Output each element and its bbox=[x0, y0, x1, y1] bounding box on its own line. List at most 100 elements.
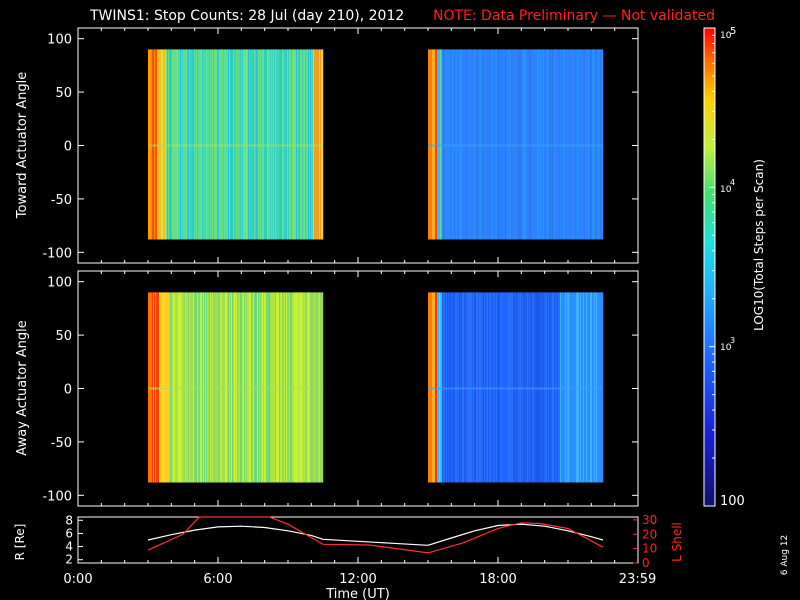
heatmap-cell bbox=[428, 292, 430, 483]
heatmap-cell bbox=[505, 292, 507, 483]
heatmap-cell bbox=[212, 49, 214, 240]
heatmap-cell bbox=[248, 49, 250, 240]
heatmap-cell bbox=[481, 292, 483, 483]
heatmap-cell bbox=[210, 292, 212, 483]
heatmap-cell bbox=[285, 292, 287, 483]
heatmap-cell bbox=[316, 49, 318, 240]
heatmap-cell bbox=[519, 49, 521, 240]
heatmap-cell bbox=[183, 49, 185, 240]
y-tick-label: -50 bbox=[51, 436, 72, 451]
heatmap-cell bbox=[260, 292, 262, 483]
heatmap-cell bbox=[532, 292, 534, 483]
heatmap-cell bbox=[267, 292, 269, 483]
heatmap-cell bbox=[239, 49, 241, 240]
heatmap-cell bbox=[277, 292, 279, 483]
heatmap-cell bbox=[281, 292, 283, 483]
heatmap-cell bbox=[214, 49, 216, 240]
heatmap-cell bbox=[504, 49, 506, 240]
heatmap-cell bbox=[474, 49, 476, 240]
heatmap-cell bbox=[236, 292, 238, 483]
heatmap-cell bbox=[437, 49, 439, 240]
heatmap-cell bbox=[451, 292, 453, 483]
heatmap-cell bbox=[443, 292, 445, 483]
heatmap-cell bbox=[205, 49, 207, 240]
heatmap-cell bbox=[215, 49, 217, 240]
heatmap-cell bbox=[297, 49, 299, 240]
heatmap-cell bbox=[244, 292, 246, 483]
heatmap-cell bbox=[587, 292, 589, 483]
heatmap-cell bbox=[318, 49, 320, 240]
time-axis-label: Time (UT) bbox=[325, 587, 390, 600]
heatmap-cell bbox=[227, 292, 229, 483]
heatmap-cell bbox=[533, 292, 535, 483]
toward-panel: 100 50 0 -50 -100 Toward Actuator Angle bbox=[15, 27, 639, 264]
heatmap-cell bbox=[541, 292, 543, 483]
heatmap-cell bbox=[173, 292, 175, 483]
heatmap-cell bbox=[224, 292, 226, 483]
heatmap-cell bbox=[151, 49, 153, 240]
heatmap-cell bbox=[293, 292, 295, 483]
heatmap-cell bbox=[462, 292, 464, 483]
heatmap-cell bbox=[538, 292, 540, 483]
heatmap-cell bbox=[473, 292, 475, 483]
heatmap-cell bbox=[164, 292, 166, 483]
heatmap-cell bbox=[479, 49, 481, 240]
heatmap-cell bbox=[191, 292, 193, 483]
heatmap-cell bbox=[306, 49, 308, 240]
heatmap-cell bbox=[501, 49, 503, 240]
heatmap-cell bbox=[555, 49, 557, 240]
heatmap-cell bbox=[232, 292, 234, 483]
heatmap-cell bbox=[529, 49, 531, 240]
heatmap-cell bbox=[475, 292, 477, 483]
heatmap-cell bbox=[597, 49, 599, 240]
heatmap-cell bbox=[436, 292, 438, 483]
heatmap-cell bbox=[249, 292, 251, 483]
heatmap-cell bbox=[315, 49, 317, 240]
heatmap-cell bbox=[208, 292, 210, 483]
heatmap-cell bbox=[264, 292, 266, 483]
heatmap-cell bbox=[459, 49, 461, 240]
heatmap-cell bbox=[307, 292, 309, 483]
heatmap-cell bbox=[280, 49, 282, 240]
heatmap-cell bbox=[594, 292, 596, 483]
colorbar-label: LOG10(Total Steps per Scan) bbox=[752, 159, 766, 331]
heatmap-cell bbox=[440, 292, 442, 483]
heatmap-cell bbox=[594, 49, 596, 240]
heatmap-cell bbox=[435, 49, 437, 240]
heatmap-cell bbox=[499, 49, 501, 240]
heatmap-cell bbox=[278, 292, 280, 483]
heatmap-cell bbox=[208, 49, 210, 240]
heatmap-cell bbox=[516, 292, 518, 483]
heatmap-cell bbox=[221, 49, 223, 240]
heatmap-cell bbox=[244, 49, 246, 240]
heatmap-cell bbox=[488, 292, 490, 483]
heatmap-cell bbox=[151, 292, 153, 483]
heatmap-cell bbox=[259, 49, 261, 240]
heatmap-cell bbox=[576, 292, 578, 483]
time-axis-ticks: 0:00 6:00 12:00 18:00 23:59 bbox=[63, 557, 656, 587]
heatmap-cell bbox=[581, 49, 583, 240]
heatmap-cell bbox=[471, 49, 473, 240]
heatmap-cell bbox=[439, 49, 441, 240]
heatmap-cell bbox=[202, 292, 204, 483]
heatmap-cell bbox=[534, 292, 536, 483]
heatmap-cell bbox=[484, 49, 486, 240]
heatmap-cell bbox=[564, 49, 566, 240]
heatmap-cell bbox=[297, 292, 299, 483]
heatmap-cell bbox=[577, 292, 579, 483]
toward-ylabel: Toward Actuator Angle bbox=[15, 72, 30, 219]
heatmap-cell bbox=[172, 292, 174, 483]
heatmap-cell bbox=[439, 292, 441, 483]
heatmap-cell bbox=[586, 292, 588, 483]
heatmap-cell bbox=[291, 292, 293, 483]
heatmap-cell bbox=[456, 49, 458, 240]
heatmap-cell bbox=[252, 49, 254, 240]
heatmap-cell bbox=[240, 49, 242, 240]
heatmap-cell bbox=[229, 49, 231, 240]
heatmap-cell bbox=[247, 292, 249, 483]
heatmap-cell bbox=[301, 49, 303, 240]
heatmap-cell bbox=[574, 49, 576, 240]
heatmap-cell bbox=[192, 292, 194, 483]
heatmap-cell bbox=[450, 292, 452, 483]
heatmap-cell bbox=[152, 292, 154, 483]
